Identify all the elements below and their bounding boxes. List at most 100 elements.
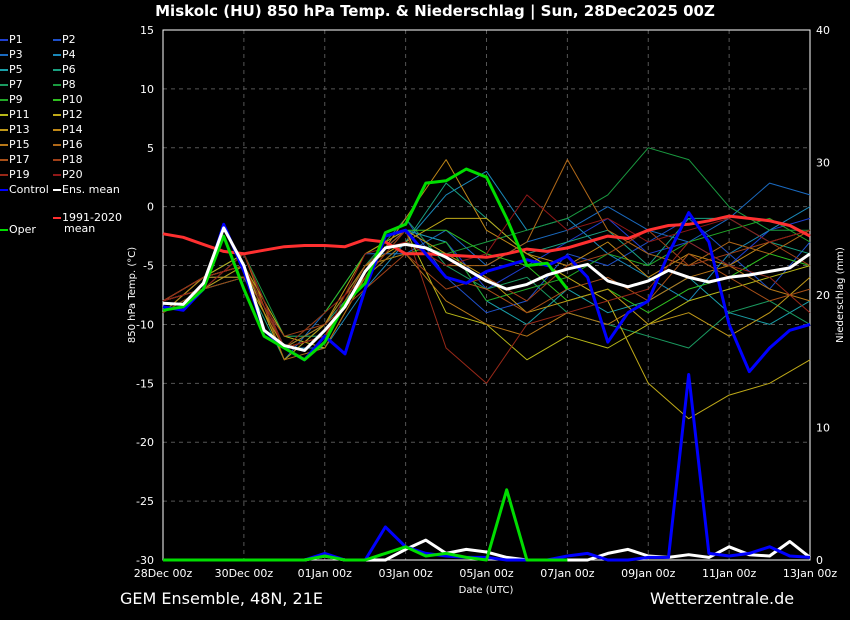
legend-item-p1: P1 (0, 34, 23, 46)
legend-swatch (0, 144, 8, 146)
y-right-tick-label: 0 (816, 554, 823, 567)
legend-label: Oper (9, 223, 36, 236)
legend-label: P15 (9, 138, 30, 151)
legend-item-p11: P11 (0, 109, 30, 121)
legend-item-ens-mean: Ens. mean (53, 184, 120, 196)
legend-item-p17: P17 (0, 154, 30, 166)
y-right-tick-label: 10 (816, 422, 830, 435)
legend-item-p19: P19 (0, 169, 30, 181)
legend-item-p15: P15 (0, 139, 30, 151)
legend-swatch (0, 54, 8, 56)
temp-line-p20 (162, 194, 811, 349)
legend-swatch (53, 217, 61, 219)
legend-item-p9: P9 (0, 94, 23, 106)
legend-item-p5: P5 (0, 64, 23, 76)
y-tick-label: 0 (147, 201, 154, 214)
legend-item-p13: P13 (0, 124, 30, 136)
legend-label: 1991-2020 (62, 211, 122, 224)
y-right-tick-label: 20 (816, 289, 830, 302)
x-tick-label: 07Jan 00z (540, 567, 594, 580)
legend-item-p18: P18 (53, 154, 83, 166)
y-tick-label: -5 (143, 260, 154, 273)
x-tick-label: 05Jan 00z (459, 567, 513, 580)
legend-swatch (0, 189, 8, 191)
legend-swatch (53, 114, 61, 116)
y-tick-label: -20 (136, 436, 154, 449)
legend-label: P14 (62, 123, 83, 136)
legend-swatch (0, 69, 8, 71)
legend-item-p6: P6 (53, 64, 76, 76)
legend-item-p3: P3 (0, 49, 23, 61)
x-tick-label: 30Dec 00z (215, 567, 274, 580)
x-tick-label: 01Jan 00z (298, 567, 352, 580)
y-tick-label: -10 (136, 318, 154, 331)
x-tick-label: 11Jan 00z (702, 567, 756, 580)
legend-swatch (53, 129, 61, 131)
model-info: GEM Ensemble, 48N, 21E (120, 589, 323, 608)
temp-line-climate-mean (162, 214, 811, 259)
legend-item-p12: P12 (53, 109, 83, 121)
legend-item-p8: P8 (53, 79, 76, 91)
y-tick-label: -25 (136, 495, 154, 508)
x-tick-label: 03Jan 00z (379, 567, 433, 580)
legend-swatch (53, 144, 61, 146)
legend-label: P8 (62, 78, 76, 91)
legend-swatch (53, 174, 61, 176)
x-tick-label: 28Dec 00z (134, 567, 193, 580)
y-tick-label: -15 (136, 377, 154, 390)
legend-item-p4: P4 (53, 49, 76, 61)
legend-label: P2 (62, 33, 76, 46)
legend-label: P3 (9, 48, 23, 61)
legend-swatch (0, 114, 8, 116)
legend-label: Ens. mean (62, 183, 120, 196)
legend-item-p10: P10 (53, 94, 83, 106)
legend-label: P11 (9, 108, 30, 121)
legend-label: P4 (62, 48, 76, 61)
legend-swatch (53, 99, 61, 101)
y-tick-label: 5 (147, 142, 154, 155)
legend-item-p2: P2 (53, 34, 76, 46)
chart-title: Miskolc (HU) 850 hPa Temp. & Niederschla… (155, 2, 715, 20)
legend-item-p20: P20 (53, 169, 83, 181)
legend-label: P6 (62, 63, 76, 76)
y-axis-label: 850 hPa Temp. (°C) (127, 247, 138, 343)
legend-item-climate-mean: 1991-2020 (53, 212, 122, 224)
legend-label: P9 (9, 93, 23, 106)
precip-line-oper (163, 488, 568, 562)
legend-item-p14: P14 (53, 124, 83, 136)
legend-item-control: Control (0, 184, 49, 196)
legend-swatch (0, 99, 8, 101)
legend-item-p16: P16 (53, 139, 83, 151)
legend-swatch (0, 129, 8, 131)
legend-swatch (53, 84, 61, 86)
legend-label: P5 (9, 63, 23, 76)
legend-label: P12 (62, 108, 83, 121)
legend-swatch (53, 189, 61, 191)
legend-item-p7: P7 (0, 79, 23, 91)
temp-line-p8 (162, 147, 810, 337)
legend-label: P17 (9, 153, 30, 166)
legend-swatch (53, 54, 61, 56)
legend-swatch (53, 39, 61, 41)
legend-label: P13 (9, 123, 30, 136)
legend-item-oper: Oper (0, 224, 36, 236)
legend-swatch (0, 84, 8, 86)
temp-line-p16 (162, 159, 811, 361)
y-tick-label: 15 (140, 24, 154, 37)
legend-swatch (53, 69, 61, 71)
legend-swatch (0, 39, 8, 41)
x-tick-label: 13Jan 00z (783, 567, 837, 580)
precip-line-control (163, 373, 811, 562)
legend-swatch (0, 159, 8, 161)
legend-label: mean (64, 222, 96, 235)
legend-label: P10 (62, 93, 83, 106)
legend-label: Control (9, 183, 49, 196)
legend-label: P20 (62, 168, 83, 181)
temp-line-p19 (162, 229, 811, 384)
y-right-axis-label: Niederschlag (mm) (835, 247, 846, 343)
legend-label: P1 (9, 33, 23, 46)
y-right-tick-label: 30 (816, 157, 830, 170)
temp-line-ens-mean (162, 226, 811, 352)
temp-line-oper (162, 167, 569, 362)
